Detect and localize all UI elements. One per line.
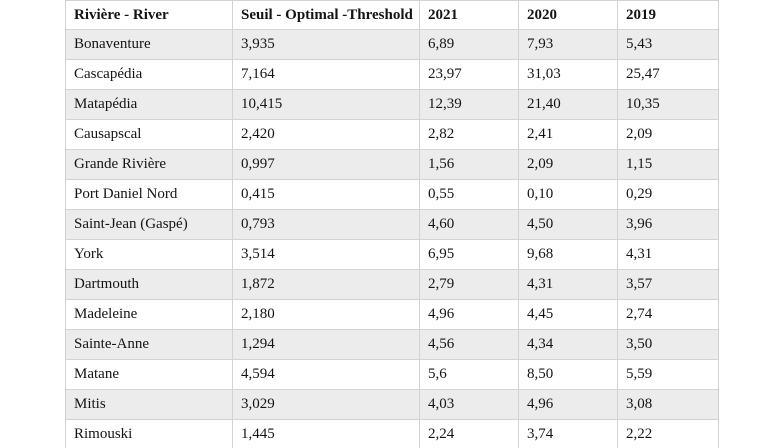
column-header-threshold: Seuil - Optimal -Threshold	[232, 0, 420, 30]
value-cell: 25,47	[617, 59, 719, 90]
value-cell: 1,294	[232, 329, 420, 360]
value-cell: 5,6	[419, 359, 519, 390]
value-cell: 2,82	[419, 119, 519, 150]
value-cell: 0,793	[232, 209, 420, 240]
column-header-river: Rivière - River	[65, 0, 233, 30]
value-cell: 3,029	[232, 389, 420, 420]
value-cell: 1,15	[617, 149, 719, 180]
river-name-cell: Sainte-Anne	[65, 329, 233, 360]
value-cell: 1,56	[419, 149, 519, 180]
table-row: Port Daniel Nord 0,415 0,55 0,10 0,29	[65, 179, 719, 210]
value-cell: 0,997	[232, 149, 420, 180]
table-row: Mitis 3,029 4,03 4,96 3,08	[65, 389, 719, 420]
value-cell: 6,89	[419, 29, 519, 60]
value-cell: 23,97	[419, 59, 519, 90]
table-row: Grande Rivière 0,997 1,56 2,09 1,15	[65, 149, 719, 180]
value-cell: 1,872	[232, 269, 420, 300]
table-row: Matane 4,594 5,6 8,50 5,59	[65, 359, 719, 390]
value-cell: 4,03	[419, 389, 519, 420]
column-header-2020: 2020	[518, 0, 618, 30]
value-cell: 4,31	[518, 269, 618, 300]
value-cell: 2,420	[232, 119, 420, 150]
table-row: York 3,514 6,95 9,68 4,31	[65, 239, 719, 270]
value-cell: 3,935	[232, 29, 420, 60]
table-row: Madeleine 2,180 4,96 4,45 2,74	[65, 299, 719, 330]
value-cell: 4,56	[419, 329, 519, 360]
table-body: Bonaventure 3,935 6,89 7,93 5,43 Cascapédia 7,…	[65, 29, 719, 448]
value-cell: 2,180	[232, 299, 420, 330]
table-header: Rivière - River Seuil - Optimal -Thresho…	[65, 0, 719, 30]
value-cell: 5,59	[617, 359, 719, 390]
value-cell: 2,79	[419, 269, 519, 300]
value-cell: 10,415	[232, 89, 420, 120]
value-cell: 2,24	[419, 419, 519, 448]
river-name-cell: Rimouski	[65, 419, 233, 448]
table-row: Causapscal 2,420 2,82 2,41 2,09	[65, 119, 719, 150]
value-cell: 0,29	[617, 179, 719, 210]
table-row: Cascapédia 7,164 23,97 31,03 25,47	[65, 59, 719, 90]
value-cell: 0,55	[419, 179, 519, 210]
table-row: Bonaventure 3,935 6,89 7,93 5,43	[65, 29, 719, 60]
value-cell: 3,514	[232, 239, 420, 270]
river-name-cell: Mitis	[65, 389, 233, 420]
column-header-2019: 2019	[617, 0, 719, 30]
header-row: Rivière - River Seuil - Optimal -Thresho…	[65, 0, 719, 30]
river-name-cell: Madeleine	[65, 299, 233, 330]
value-cell: 21,40	[518, 89, 618, 120]
table-row: Saint-Jean (Gaspé) 0,793 4,60 4,50 3,96	[65, 209, 719, 240]
value-cell: 0,415	[232, 179, 420, 210]
value-cell: 0,10	[518, 179, 618, 210]
river-name-cell: Causapscal	[65, 119, 233, 150]
value-cell: 4,96	[419, 299, 519, 330]
value-cell: 4,45	[518, 299, 618, 330]
table-row: Dartmouth 1,872 2,79 4,31 3,57	[65, 269, 719, 300]
table-row: Matapédia 10,415 12,39 21,40 10,35	[65, 89, 719, 120]
value-cell: 6,95	[419, 239, 519, 270]
value-cell: 4,31	[617, 239, 719, 270]
value-cell: 4,60	[419, 209, 519, 240]
value-cell: 4,34	[518, 329, 618, 360]
value-cell: 10,35	[617, 89, 719, 120]
value-cell: 2,74	[617, 299, 719, 330]
value-cell: 3,96	[617, 209, 719, 240]
river-name-cell: York	[65, 239, 233, 270]
value-cell: 12,39	[419, 89, 519, 120]
value-cell: 1,445	[232, 419, 420, 448]
river-name-cell: Saint-Jean (Gaspé)	[65, 209, 233, 240]
value-cell: 3,57	[617, 269, 719, 300]
value-cell: 7,164	[232, 59, 420, 90]
table-row: Sainte-Anne 1,294 4,56 4,34 3,50	[65, 329, 719, 360]
value-cell: 8,50	[518, 359, 618, 390]
value-cell: 4,96	[518, 389, 618, 420]
value-cell: 2,09	[617, 119, 719, 150]
value-cell: 2,09	[518, 149, 618, 180]
value-cell: 9,68	[518, 239, 618, 270]
value-cell: 4,50	[518, 209, 618, 240]
value-cell: 31,03	[518, 59, 618, 90]
river-name-cell: Grande Rivière	[65, 149, 233, 180]
river-name-cell: Cascapédia	[65, 59, 233, 90]
table-row: Rimouski 1,445 2,24 3,74 2,22	[65, 419, 719, 448]
value-cell: 2,41	[518, 119, 618, 150]
value-cell: 7,93	[518, 29, 618, 60]
value-cell: 4,594	[232, 359, 420, 390]
value-cell: 3,08	[617, 389, 719, 420]
river-name-cell: Matane	[65, 359, 233, 390]
river-statistics-table: Rivière - River Seuil - Optimal -Thresho…	[65, 0, 719, 448]
value-cell: 5,43	[617, 29, 719, 60]
river-name-cell: Dartmouth	[65, 269, 233, 300]
river-name-cell: Matapédia	[65, 89, 233, 120]
value-cell: 2,22	[617, 419, 719, 448]
column-header-2021: 2021	[419, 0, 519, 30]
value-cell: 3,74	[518, 419, 618, 448]
value-cell: 3,50	[617, 329, 719, 360]
river-name-cell: Bonaventure	[65, 29, 233, 60]
river-name-cell: Port Daniel Nord	[65, 179, 233, 210]
